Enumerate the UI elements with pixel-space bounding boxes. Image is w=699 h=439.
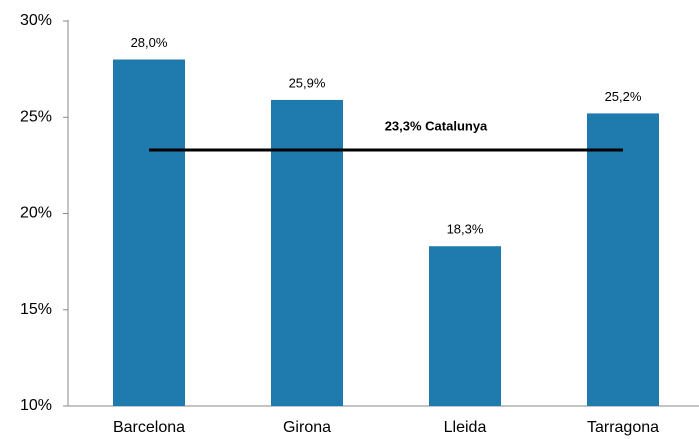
x-tick-label: Barcelona: [113, 419, 185, 436]
bar: [587, 113, 659, 407]
x-tick-label: Girona: [283, 419, 331, 436]
reference-label: 23,3% Catalunya: [385, 118, 488, 133]
value-label: 25,2%: [605, 89, 642, 104]
y-tick-label: 20%: [20, 205, 52, 222]
y-tick-label: 25%: [20, 108, 52, 125]
x-tick-label: Lleida: [444, 419, 487, 436]
value-label: 28,0%: [131, 35, 168, 50]
bar: [271, 99, 343, 407]
y-tick-label: 15%: [20, 301, 52, 318]
value-label: 18,3%: [447, 222, 484, 237]
y-tick-label: 10%: [20, 397, 52, 414]
bar: [429, 246, 501, 406]
y-tick-label: 30%: [20, 12, 52, 29]
bar: [113, 59, 185, 406]
x-tick-label: Tarragona: [587, 419, 659, 436]
value-label: 25,9%: [289, 75, 326, 90]
